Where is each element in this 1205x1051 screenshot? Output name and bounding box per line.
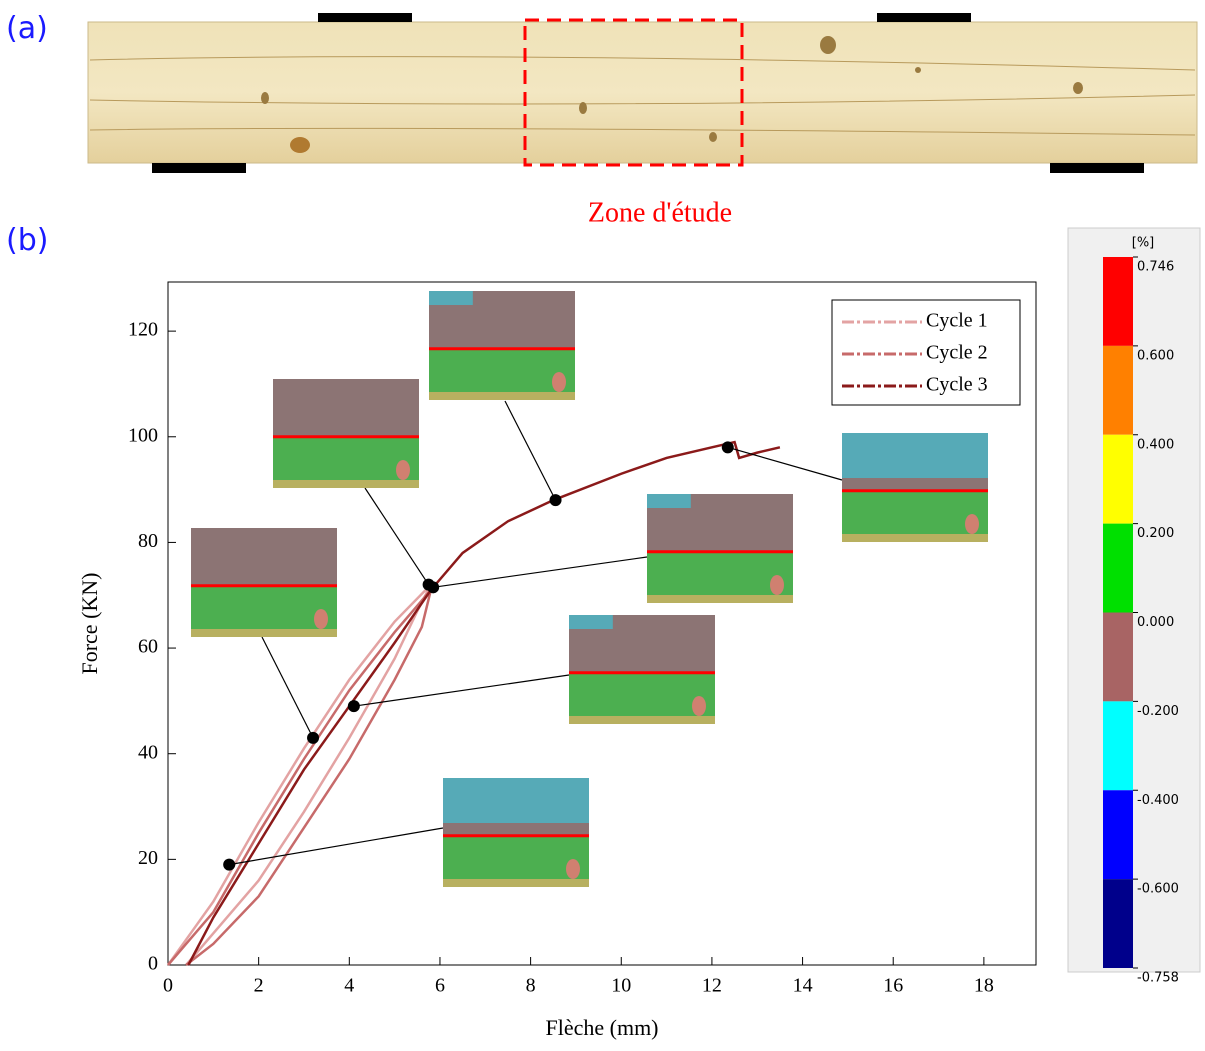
leader-line <box>433 556 648 588</box>
study-zone <box>523 18 744 167</box>
inset-lower <box>842 490 988 542</box>
legend-label: Cycle 1 <box>926 310 988 332</box>
inset-hotspot <box>314 609 328 629</box>
knots <box>261 36 1083 153</box>
y-tick-label: 0 <box>148 953 158 975</box>
inset-hotspot <box>552 372 566 392</box>
inset-hotspot <box>770 575 784 595</box>
colorbar-tick-label: -0.200 <box>1137 704 1179 719</box>
marker <box>307 731 320 744</box>
inset-edge <box>569 716 715 724</box>
supports <box>152 13 1144 173</box>
leader-line <box>727 446 843 481</box>
annotation: Zone d'étude <box>588 197 732 228</box>
inset-lower <box>273 436 419 488</box>
dic-inset <box>569 615 715 724</box>
inset-lower <box>569 672 715 724</box>
leader-line <box>229 827 444 866</box>
inset-hotspot <box>965 514 979 534</box>
inset-upper <box>273 379 419 437</box>
x-tick-label: 12 <box>702 975 722 997</box>
inset-edge <box>647 595 793 603</box>
colorbar-tick-label: 0.746 <box>1137 260 1174 275</box>
colorbar-segment <box>1103 523 1133 613</box>
leader-line <box>353 674 570 707</box>
dic-inset <box>273 379 419 488</box>
colorbar-tick-label: 0.000 <box>1137 615 1174 630</box>
colorbar-tick-label: 0.400 <box>1137 437 1174 452</box>
x-tick-label: 0 <box>163 975 173 997</box>
colorbar-tick-label: 0.600 <box>1137 348 1174 363</box>
x-tick-label: 18 <box>974 975 994 997</box>
dic-inset <box>647 494 793 603</box>
x-tick-label: 6 <box>435 975 445 997</box>
colorbar-tick-label: -0.758 <box>1137 971 1179 986</box>
legend-label: Cycle 2 <box>926 342 988 364</box>
colorbar-tick-label: -0.400 <box>1137 793 1179 808</box>
line-series <box>187 440 781 966</box>
leader-line <box>504 400 557 501</box>
colorbar-segment <box>1103 790 1133 880</box>
inset-upper <box>191 528 337 586</box>
colorbar-tick-label: -0.600 <box>1137 882 1179 897</box>
leader-line <box>364 487 430 586</box>
x-tick-label: 4 <box>344 975 354 997</box>
inset-edge <box>273 480 419 488</box>
y-tick-label: 60 <box>138 636 158 658</box>
inset-cyan <box>842 433 988 478</box>
dic-inset <box>443 778 589 887</box>
inset-hotspot <box>566 859 580 879</box>
marker <box>223 858 236 871</box>
colorbar-segment <box>1103 612 1133 702</box>
x-tick-label: 10 <box>611 975 631 997</box>
colorbar-segment <box>1103 434 1133 524</box>
inset-cyan <box>429 291 473 305</box>
legend-label: Cycle 3 <box>926 374 988 396</box>
colorbar-panel <box>1067 227 1201 973</box>
leader-line <box>261 636 314 739</box>
panel-label: (b) <box>6 223 48 258</box>
inset-edge <box>191 629 337 637</box>
wood-grain <box>89 56 1196 136</box>
inset-hotspot <box>692 696 706 716</box>
marker <box>427 581 440 594</box>
marker <box>347 700 360 713</box>
y-tick-label: 120 <box>128 319 158 341</box>
colorbar-segment <box>1103 879 1133 968</box>
y-tick-label: 80 <box>138 530 158 552</box>
inset-lower <box>443 835 589 887</box>
inset-hotspot <box>396 460 410 480</box>
dic-inset <box>842 433 988 542</box>
beam <box>87 21 1198 164</box>
x-tick-label: 16 <box>883 975 903 997</box>
colorbar-segment <box>1103 701 1133 791</box>
x-tick-label: 2 <box>254 975 264 997</box>
colorbar-segment <box>1103 345 1133 435</box>
marker <box>549 494 562 507</box>
dic-inset <box>191 528 337 637</box>
y-tick-label: 100 <box>128 424 158 446</box>
y-tick-label: 40 <box>138 741 158 763</box>
y-axis-label: Force (KN) <box>77 572 102 674</box>
x-tick-label: 14 <box>793 975 813 997</box>
panel-label: (a) <box>6 11 48 46</box>
dic-inset <box>429 291 575 400</box>
y-tick-label: 20 <box>138 847 158 869</box>
marker <box>721 441 734 454</box>
colorbar-segment <box>1103 257 1133 346</box>
inset-edge <box>443 879 589 887</box>
inset-lower <box>191 585 337 637</box>
inset-cyan <box>569 615 613 629</box>
inset-lower <box>647 551 793 603</box>
x-tick-label: 8 <box>526 975 536 997</box>
inset-edge <box>429 392 575 400</box>
inset-cyan <box>443 778 589 823</box>
inset-lower <box>429 348 575 400</box>
colorbar-tick-label: 0.200 <box>1137 526 1174 541</box>
x-axis-label: Flèche (mm) <box>545 1015 658 1040</box>
inset-edge <box>842 534 988 542</box>
colorbar-label: [%] <box>1132 236 1155 251</box>
inset-cyan <box>647 494 691 508</box>
